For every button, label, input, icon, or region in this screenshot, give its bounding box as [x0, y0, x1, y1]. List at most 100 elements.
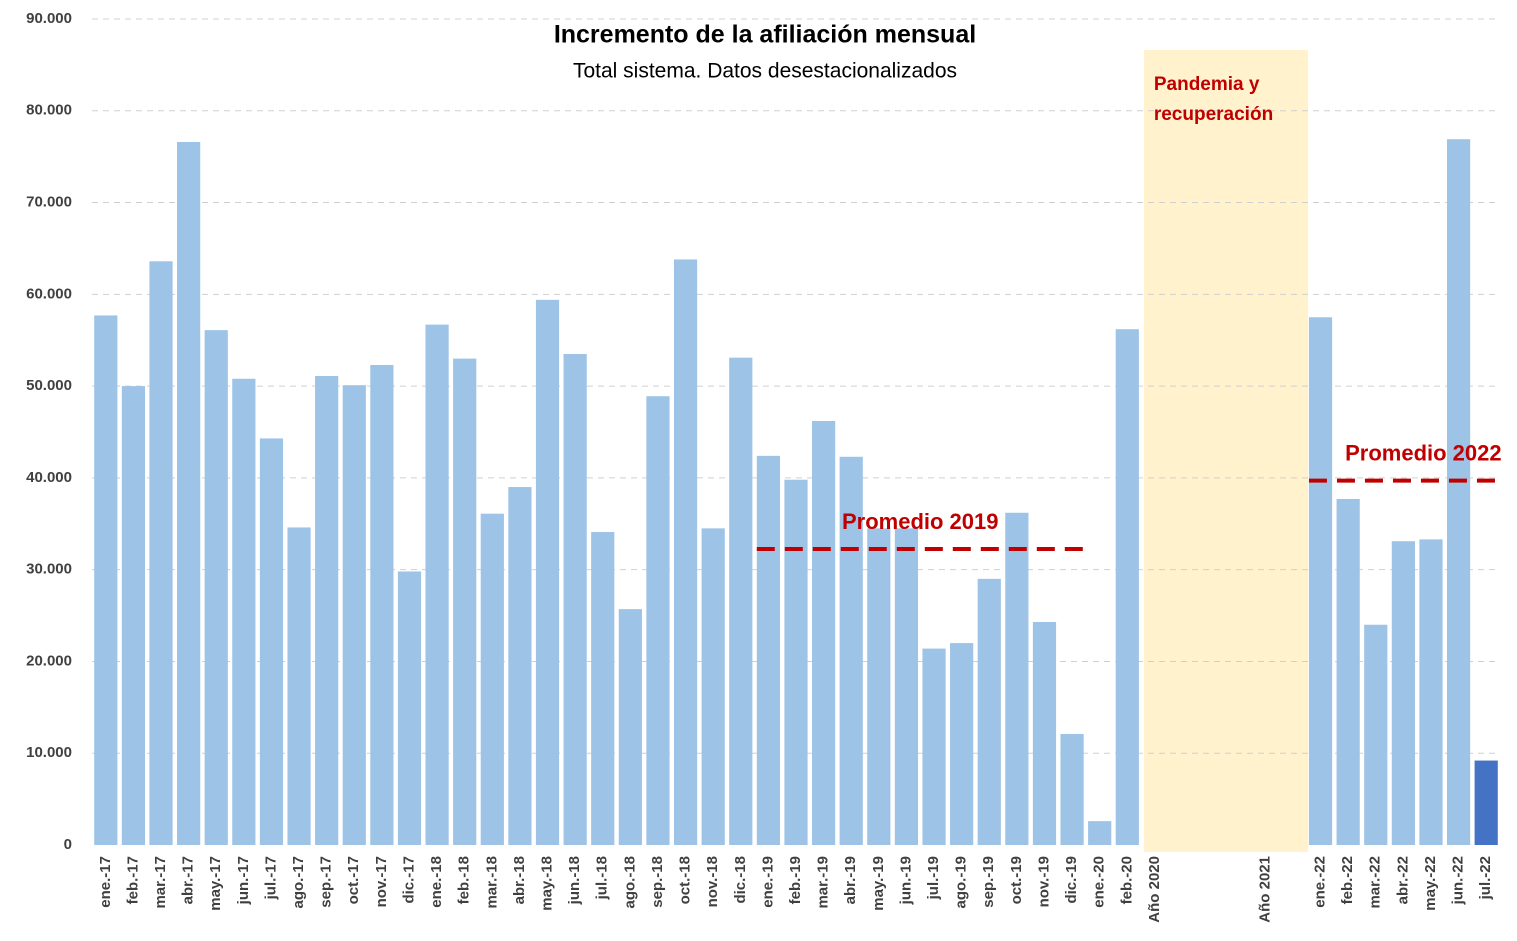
bar	[1088, 821, 1112, 845]
x-tick-label: oct.-17	[345, 856, 362, 904]
x-tick-label: feb.-19	[787, 856, 804, 904]
bar	[701, 528, 725, 845]
average-label: Promedio 2019	[842, 509, 999, 534]
bar	[370, 365, 394, 845]
x-tick-label: jul.-17	[262, 856, 279, 900]
bar	[646, 396, 670, 845]
bar	[839, 456, 863, 845]
x-tick-label: sep.-19	[980, 856, 997, 908]
x-tick-label: may.-18	[538, 856, 555, 911]
x-tick-label: jul.-18	[594, 856, 611, 900]
bar	[1308, 317, 1333, 845]
x-tick-label: nov.-17	[373, 856, 390, 907]
x-tick-label: jun.-17	[235, 856, 252, 905]
region-label: Pandemia y	[1154, 74, 1260, 95]
x-tick-label: feb.-18	[456, 856, 473, 904]
x-tick-label: abr.-18	[511, 856, 528, 904]
x-tick-label: ago.-18	[621, 856, 638, 909]
bar	[1391, 541, 1415, 845]
bar	[121, 386, 146, 845]
x-tick-label: feb.-17	[124, 856, 141, 904]
bar	[1336, 498, 1360, 845]
bar	[591, 532, 615, 845]
x-tick-label: sep.-17	[318, 856, 335, 908]
x-tick-label: ago.-19	[953, 856, 970, 909]
x-tick-label: ene.-22	[1312, 856, 1329, 908]
bar	[977, 578, 1001, 845]
x-tick-label: feb.-22	[1339, 856, 1356, 904]
bar	[149, 261, 173, 845]
x-tick-label: Año 2020	[1146, 856, 1163, 923]
bar	[1060, 733, 1084, 845]
chart-subtitle: Total sistema. Datos desestacionalizados	[573, 60, 957, 83]
x-tick-label: nov.-19	[1035, 856, 1052, 907]
x-tick-label: ene.-17	[97, 856, 114, 908]
bar	[1474, 760, 1498, 845]
bar	[894, 528, 919, 845]
bar	[315, 376, 339, 845]
y-tick-label: 10.000	[26, 744, 72, 761]
x-tick-label: may.-17	[207, 856, 224, 911]
bar	[535, 299, 560, 846]
bar	[1419, 539, 1443, 845]
bar	[922, 648, 946, 845]
x-tick-label: oct.-19	[1008, 856, 1025, 904]
bar	[287, 527, 311, 845]
y-tick-label: 0	[64, 836, 72, 853]
x-tick-label: jun.-19	[897, 856, 914, 905]
bar	[756, 455, 780, 845]
y-tick-label: 60.000	[26, 285, 72, 302]
bar	[673, 259, 698, 845]
x-tick-label: dic.-18	[732, 856, 749, 904]
x-tick-label: dic.-17	[400, 856, 417, 904]
bar	[342, 385, 366, 845]
bar	[397, 571, 422, 845]
bar	[453, 358, 477, 845]
average-label: Promedio 2022	[1345, 440, 1502, 465]
bar	[204, 330, 228, 845]
y-tick-label: 20.000	[26, 652, 72, 669]
x-tick-label: jul.-22	[1477, 856, 1494, 900]
bar	[563, 353, 587, 845]
x-tick-label: ago.-17	[290, 856, 307, 909]
bar	[784, 479, 808, 845]
y-tick-label: 50.000	[26, 377, 72, 394]
bar	[232, 378, 256, 845]
bar	[259, 438, 284, 845]
bar	[867, 528, 891, 845]
x-tick-label: mar.-22	[1367, 856, 1384, 909]
y-tick-label: 30.000	[26, 561, 72, 578]
x-tick-label: jul.-19	[925, 856, 942, 900]
bar	[812, 420, 836, 845]
chart-title: Incremento de la afiliación mensual	[554, 21, 976, 49]
x-tick-label: mar.-18	[483, 856, 500, 909]
bar	[618, 609, 642, 845]
bar	[1364, 624, 1388, 845]
x-tick-label: ene.-20	[1091, 856, 1108, 908]
shaded-region	[1143, 50, 1309, 852]
bar	[729, 357, 753, 845]
x-tick-label: nov.-18	[704, 856, 721, 907]
x-tick-label: mar.-17	[152, 856, 169, 909]
y-tick-label: 90.000	[26, 10, 72, 27]
y-tick-label: 40.000	[26, 469, 72, 486]
x-tick-label: may.-19	[870, 856, 887, 911]
x-tick-label: may.-22	[1422, 856, 1439, 911]
bar	[950, 643, 974, 845]
x-tick-label: mar.-19	[815, 856, 832, 909]
x-tick-label: dic.-19	[1063, 856, 1080, 904]
region-label: recuperación	[1154, 104, 1273, 125]
y-tick-label: 70.000	[26, 194, 72, 211]
bar	[425, 324, 449, 845]
bar	[1032, 621, 1057, 845]
x-tick-label: abr.-22	[1394, 856, 1411, 904]
x-tick-label: feb.-20	[1118, 856, 1135, 904]
bar	[508, 487, 532, 845]
bar	[1446, 139, 1471, 845]
x-tick-label: sep.-18	[649, 856, 666, 908]
bar	[1115, 329, 1139, 846]
bar	[177, 141, 201, 845]
x-tick-label: jun.-22	[1450, 856, 1467, 905]
bar	[480, 513, 504, 845]
